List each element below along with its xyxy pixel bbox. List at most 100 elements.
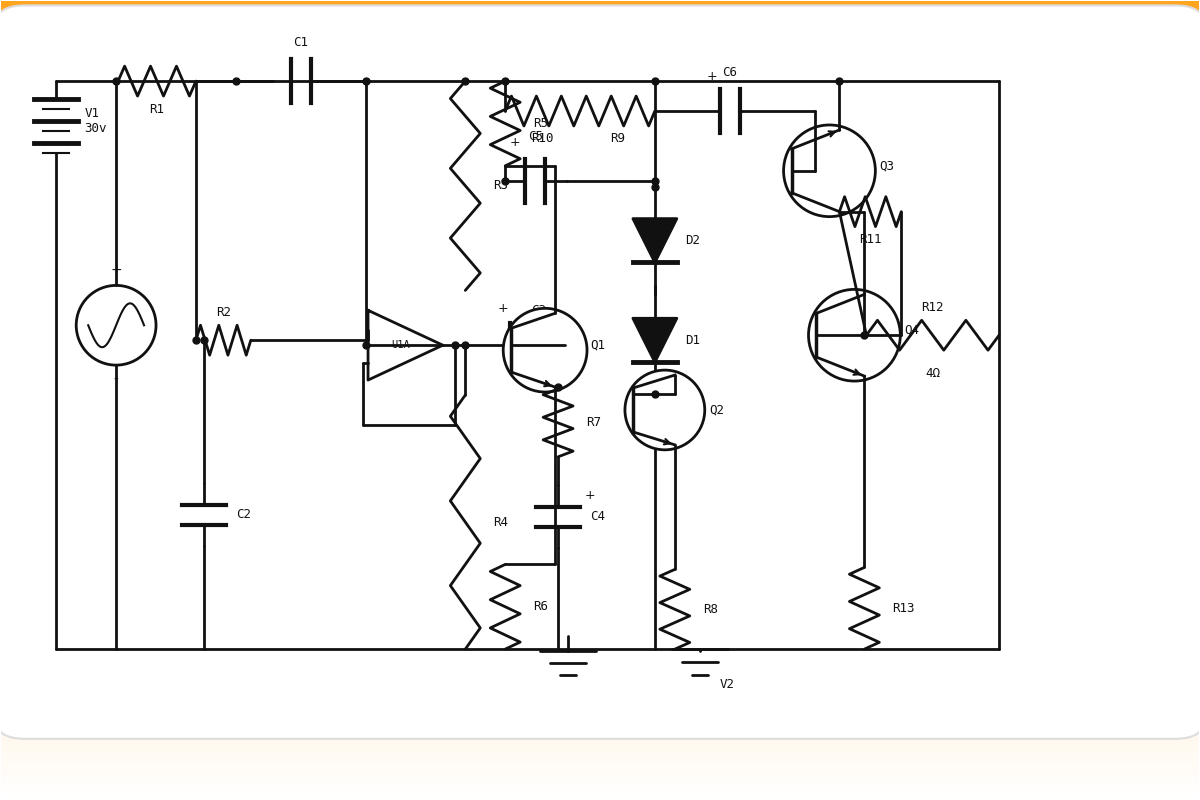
Bar xyxy=(1,515,1199,518)
Bar xyxy=(1,194,1199,198)
Text: +: + xyxy=(376,326,386,340)
Text: R1: R1 xyxy=(150,102,164,115)
Text: V2: V2 xyxy=(720,678,734,690)
Bar xyxy=(1,82,1199,86)
Bar xyxy=(1,786,1199,790)
Bar xyxy=(1,278,1199,282)
Bar xyxy=(1,434,1199,438)
Bar xyxy=(1,266,1199,270)
Bar xyxy=(1,512,1199,515)
Bar xyxy=(1,587,1199,590)
Text: C1: C1 xyxy=(293,36,308,50)
Text: W WELLPCB: W WELLPCB xyxy=(84,694,224,714)
Bar xyxy=(1,250,1199,254)
Text: V1
30v: V1 30v xyxy=(84,107,107,135)
Bar xyxy=(1,198,1199,201)
Text: C4: C4 xyxy=(590,510,605,523)
Text: D1: D1 xyxy=(685,334,700,346)
Polygon shape xyxy=(368,310,443,380)
Bar xyxy=(1,64,1199,66)
Bar xyxy=(1,382,1199,385)
Bar xyxy=(1,590,1199,593)
Bar xyxy=(1,42,1199,45)
Bar xyxy=(1,173,1199,176)
Bar xyxy=(1,578,1199,581)
Bar xyxy=(1,758,1199,762)
Text: R8: R8 xyxy=(703,602,718,616)
Bar xyxy=(1,795,1199,798)
Bar xyxy=(1,120,1199,123)
Bar xyxy=(1,599,1199,602)
Bar xyxy=(1,643,1199,646)
Text: +: + xyxy=(707,70,718,83)
Bar xyxy=(1,138,1199,142)
Bar xyxy=(1,727,1199,730)
Bar xyxy=(1,110,1199,114)
Bar xyxy=(1,446,1199,450)
Bar xyxy=(1,443,1199,446)
Bar xyxy=(1,30,1199,33)
Text: R7: R7 xyxy=(586,417,601,430)
Bar xyxy=(1,397,1199,400)
Bar xyxy=(1,257,1199,260)
Bar xyxy=(1,699,1199,702)
Bar xyxy=(1,359,1199,362)
Text: -: - xyxy=(376,354,382,372)
Bar xyxy=(1,2,1199,5)
Bar xyxy=(1,646,1199,649)
Text: 4Ω: 4Ω xyxy=(925,367,941,380)
Bar xyxy=(1,394,1199,397)
Bar xyxy=(1,92,1199,95)
Bar xyxy=(1,33,1199,36)
Bar xyxy=(1,166,1199,170)
Bar xyxy=(1,522,1199,525)
Bar xyxy=(1,76,1199,79)
Bar xyxy=(1,20,1199,23)
Bar xyxy=(1,734,1199,736)
Text: Ⓦ WELLPCB: Ⓦ WELLPCB xyxy=(56,711,178,730)
Text: R2: R2 xyxy=(216,306,230,319)
Bar xyxy=(1,478,1199,481)
Bar xyxy=(1,502,1199,506)
Bar xyxy=(1,721,1199,724)
Bar xyxy=(1,369,1199,372)
Bar xyxy=(1,378,1199,382)
Bar xyxy=(1,331,1199,334)
Bar xyxy=(1,275,1199,278)
Bar xyxy=(1,298,1199,300)
Text: U1A: U1A xyxy=(391,340,410,350)
Bar xyxy=(1,338,1199,341)
Bar xyxy=(1,148,1199,151)
Bar xyxy=(1,10,1199,14)
Bar xyxy=(1,574,1199,578)
Bar xyxy=(1,51,1199,54)
Bar xyxy=(1,326,1199,328)
Bar xyxy=(1,494,1199,497)
Bar xyxy=(1,602,1199,606)
Bar xyxy=(1,634,1199,637)
Bar xyxy=(1,129,1199,132)
Circle shape xyxy=(503,308,587,392)
Text: +: + xyxy=(510,136,520,149)
Bar xyxy=(1,540,1199,543)
Bar xyxy=(1,357,1199,359)
Bar xyxy=(1,238,1199,241)
Bar xyxy=(1,344,1199,347)
Bar xyxy=(1,400,1199,403)
Bar xyxy=(1,70,1199,73)
Bar xyxy=(1,142,1199,145)
Bar xyxy=(1,546,1199,550)
Bar xyxy=(1,649,1199,652)
Bar xyxy=(1,665,1199,668)
Bar xyxy=(1,718,1199,721)
Bar xyxy=(1,254,1199,257)
Bar xyxy=(1,556,1199,559)
Bar xyxy=(1,151,1199,154)
Bar xyxy=(1,182,1199,185)
Bar xyxy=(1,671,1199,674)
Bar xyxy=(1,790,1199,792)
Bar xyxy=(1,387,1199,390)
Bar xyxy=(1,410,1199,413)
Bar xyxy=(1,469,1199,472)
Bar xyxy=(1,219,1199,222)
